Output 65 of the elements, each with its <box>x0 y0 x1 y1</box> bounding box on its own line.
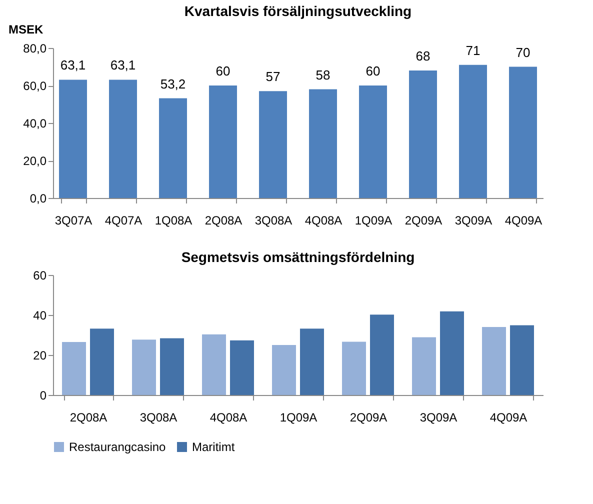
x-tick-label: 2Q08A <box>204 214 242 228</box>
x-tick-label: 4Q08A <box>304 214 342 228</box>
data-label: 63,1 <box>110 58 136 73</box>
legend-label: Restaurangcasino <box>69 440 166 454</box>
bar <box>342 342 366 395</box>
bar <box>272 345 296 395</box>
x-tick-label: 4Q09A <box>504 214 542 228</box>
bar <box>440 311 464 395</box>
chart-title: Segmetsvis omsättningsfördelning <box>181 249 415 265</box>
x-tick-label: 3Q09A <box>420 410 458 424</box>
data-label: 70 <box>516 44 530 60</box>
bar <box>259 91 287 198</box>
x-tick-label: 2Q09A <box>350 410 388 424</box>
data-label: 60 <box>366 64 380 78</box>
bar <box>459 64 487 198</box>
bar <box>482 327 506 395</box>
bar <box>230 340 254 395</box>
x-tick-label: 4Q09A <box>490 410 528 424</box>
y-axis-title: MSEK <box>8 22 44 36</box>
bar <box>510 325 534 395</box>
chart-title: Kvartalsvis försäljningsutveckling <box>184 3 412 19</box>
x-tick-label: 4Q07A <box>104 214 142 228</box>
x-tick-label: 3Q08A <box>254 214 292 228</box>
y-tick-label: 40,0 <box>23 116 47 130</box>
bar <box>62 342 86 395</box>
bar <box>412 337 436 395</box>
legend-label: Maritimt <box>192 440 236 454</box>
bar <box>359 86 387 198</box>
bar <box>300 328 324 395</box>
y-tick-label: 60 <box>33 268 47 282</box>
y-tick-label: 80,0 <box>23 42 47 56</box>
data-label: 63,1 <box>60 58 86 73</box>
bar <box>202 334 226 395</box>
x-tick-label: 3Q07A <box>54 214 92 228</box>
bar <box>409 70 437 198</box>
y-tick-label: 20,0 <box>23 154 47 168</box>
y-tick-label: 40 <box>33 308 47 322</box>
x-tick-label: 2Q09A <box>404 214 442 228</box>
y-tick-label: 0,0 <box>30 192 47 206</box>
x-tick-label: 2Q08A <box>70 410 108 424</box>
x-tick-label: 3Q09A <box>454 214 492 228</box>
data-label: 68 <box>416 48 430 64</box>
y-tick-label: 20 <box>33 348 47 362</box>
bar <box>160 338 184 395</box>
data-label: 53,2 <box>160 76 186 92</box>
bar <box>90 328 114 395</box>
x-tick-label: 1Q09A <box>354 214 392 228</box>
bar <box>132 340 156 395</box>
x-tick-label: 1Q09A <box>280 410 318 424</box>
x-tick-label: 1Q08A <box>154 214 192 228</box>
bar <box>59 80 87 198</box>
x-tick-label: 4Q08A <box>210 410 248 424</box>
data-label: 58 <box>316 67 330 82</box>
x-tick-label: 3Q08A <box>140 410 178 424</box>
bar <box>159 98 187 198</box>
y-tick-label: 60,0 <box>23 79 47 93</box>
data-label: 71 <box>466 42 480 58</box>
data-label: 57 <box>266 69 280 84</box>
y-tick-label: 0 <box>40 388 47 402</box>
bar <box>370 314 394 395</box>
bar <box>309 89 337 198</box>
bar <box>109 80 137 198</box>
bar <box>209 86 237 198</box>
bar <box>509 66 537 198</box>
data-label: 60 <box>216 64 230 78</box>
